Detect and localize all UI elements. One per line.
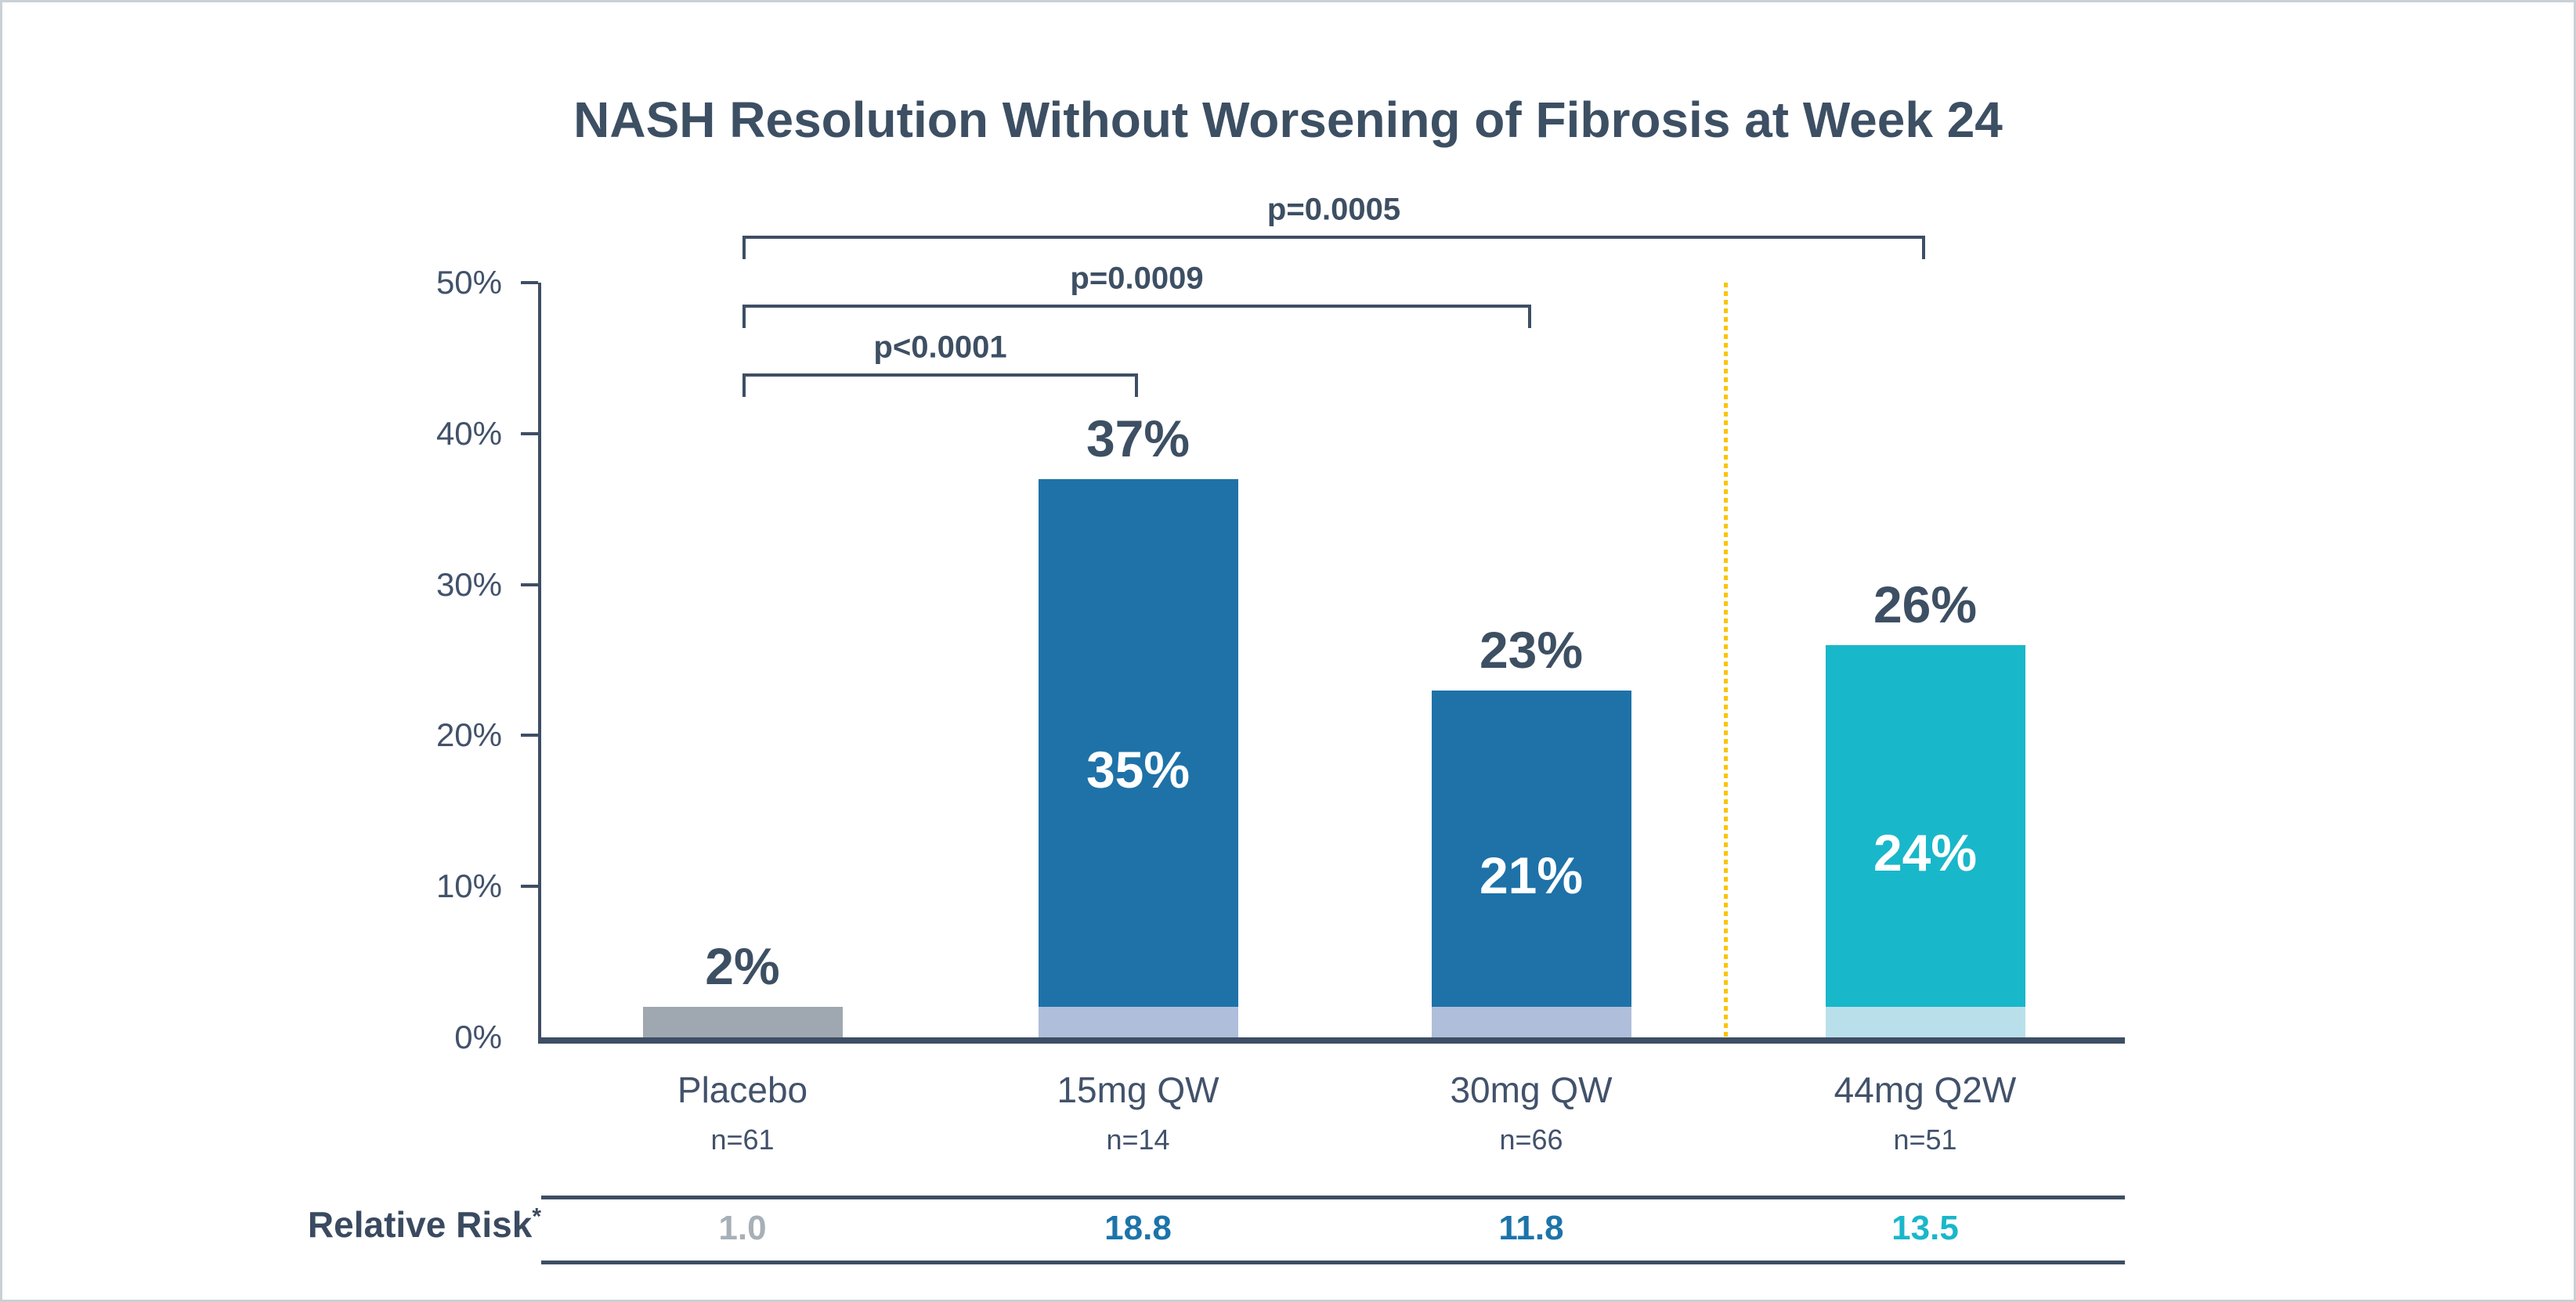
x-axis-category-label: Placebo: [677, 1069, 808, 1110]
x-axis-n-label: n=61: [710, 1123, 775, 1156]
bar-inner-value-label: 21%: [1479, 846, 1584, 905]
relative-risk-value: 13.5: [1891, 1209, 1959, 1247]
significance-bracket-bar: [742, 236, 1925, 239]
p-value-label: p=0.0005: [1266, 192, 1401, 227]
bar-segment: [1825, 1007, 2025, 1037]
y-axis-tick-label: 30%: [435, 565, 502, 603]
relative-risk-value: 18.8: [1104, 1209, 1172, 1247]
significance-bracket-tick: [742, 236, 746, 259]
x-axis-n-label: n=51: [1893, 1123, 1957, 1156]
relative-risk-row-label: Relative Risk*: [128, 1203, 541, 1246]
y-axis-line: [538, 283, 541, 1044]
y-axis-tick: [521, 281, 538, 284]
y-axis-tick: [521, 885, 538, 889]
x-axis-n-label: n=14: [1106, 1123, 1170, 1156]
bar-total-value-label: 23%: [1479, 620, 1584, 679]
bar-total-value-label: 37%: [1086, 409, 1190, 467]
significance-bracket-tick: [742, 305, 746, 328]
relative-risk-top-rule: [541, 1196, 2125, 1199]
bar-segment: [1431, 690, 1631, 1008]
y-axis-tick: [521, 734, 538, 738]
significance-bracket-bar: [742, 305, 1531, 308]
bar-segment: [1038, 1007, 1238, 1037]
y-axis-tick-label: 20%: [435, 716, 502, 754]
y-axis-tick-label: 40%: [435, 414, 502, 452]
chart-title: NASH Resolution Without Worsening of Fib…: [573, 92, 2003, 148]
bar-total-value-label: 26%: [1873, 575, 1978, 633]
significance-bracket-bar: [742, 373, 1138, 377]
y-axis-tick-label: 0%: [454, 1019, 502, 1055]
dosing-divider-dashed-line: [1724, 283, 1728, 1037]
y-axis-tick: [521, 431, 538, 435]
significance-bracket-tick: [742, 373, 746, 397]
p-value-label: p<0.0001: [873, 330, 1007, 365]
x-axis-category-label: 30mg QW: [1450, 1069, 1613, 1110]
bar-segment: [1431, 1007, 1631, 1037]
x-axis-n-label: n=66: [1499, 1123, 1563, 1156]
significance-bracket-tick: [1528, 305, 1531, 328]
bar-inner-value-label: 24%: [1873, 824, 1978, 882]
bar-total-value-label: 2%: [705, 937, 780, 996]
y-axis-tick: [521, 582, 538, 586]
p-value-label: p=0.0009: [1070, 261, 1204, 296]
significance-bracket-tick: [1135, 373, 1138, 397]
significance-bracket-tick: [1922, 236, 1925, 259]
y-axis-tick-label: 10%: [435, 867, 502, 905]
x-axis-line: [538, 1037, 2125, 1044]
bar-inner-value-label: 35%: [1086, 741, 1190, 799]
relative-risk-label-text: Relative Risk: [307, 1204, 533, 1245]
x-axis-category-label: 44mg Q2W: [1834, 1069, 2017, 1110]
y-axis-tick-label: 50%: [435, 264, 502, 301]
bar-segment: [1825, 644, 2025, 1008]
relative-risk-value: 1.0: [718, 1209, 767, 1247]
bar-segment: [1038, 478, 1238, 1008]
relative-risk-bottom-rule: [541, 1261, 2125, 1264]
bar-segment: [642, 1007, 843, 1037]
x-axis-category-label: 15mg QW: [1057, 1069, 1219, 1110]
relative-risk-value: 11.8: [1498, 1209, 1564, 1247]
relative-risk-asterisk: *: [532, 1203, 541, 1230]
